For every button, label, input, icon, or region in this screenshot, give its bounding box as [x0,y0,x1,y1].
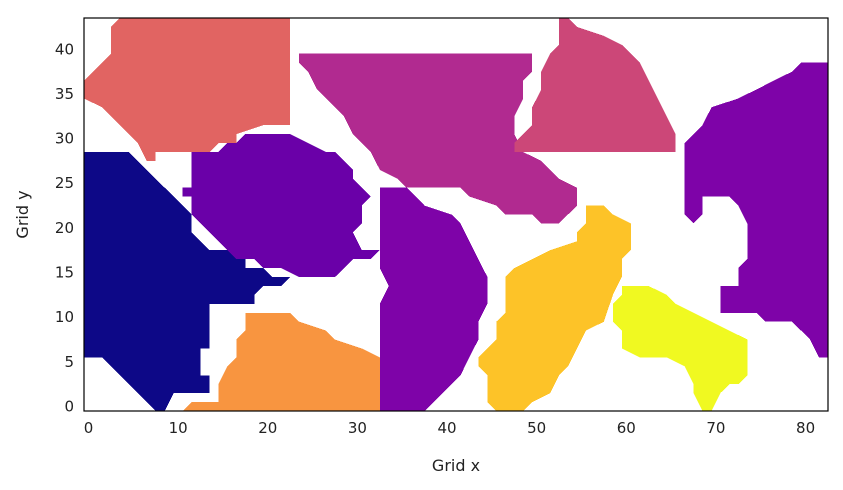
heatmap-region-5 [612,286,748,411]
x-tick-label: 50 [527,419,546,437]
x-axis-ticks: 0 10 20 30 40 50 60 70 80 [84,419,815,437]
x-tick-label: 40 [437,419,456,437]
heatmap-region-9 [514,18,676,152]
y-tick-label: 0 [64,398,74,416]
x-tick-label: 60 [617,419,636,437]
x-tick-label: 20 [258,419,277,437]
y-tick-label: 30 [55,130,74,148]
y-tick-label: 20 [55,219,74,237]
y-axis-ticks: 0 5 10 15 20 25 30 35 40 [55,40,74,415]
plot-frame [83,17,829,412]
x-tick-label: 0 [84,419,94,437]
heatmap-region-1 [84,152,291,411]
y-tick-label: 40 [55,40,74,58]
y-tick-label: 5 [64,353,74,371]
heatmap-regions [84,18,828,411]
y-tick-label: 15 [55,264,74,282]
y-axis-label: Grid y [13,190,32,238]
heatmap-region-7 [182,134,380,277]
x-tick-label: 70 [706,419,725,437]
heatmap-region-6 [684,62,828,358]
x-axis-label: Grid x [432,456,480,475]
x-tick-label: 30 [348,419,367,437]
y-tick-label: 10 [55,308,74,326]
x-tick-label: 80 [796,419,815,437]
heatmap-region-3 [379,187,488,411]
y-tick-label: 35 [55,85,74,103]
heatmap-region-2 [182,312,380,411]
x-tick-label: 10 [169,419,188,437]
heatmap-region-4 [478,205,631,411]
heatmap-region-8 [299,53,577,224]
y-tick-label: 25 [55,174,74,192]
heatmap-region-10 [84,18,291,161]
